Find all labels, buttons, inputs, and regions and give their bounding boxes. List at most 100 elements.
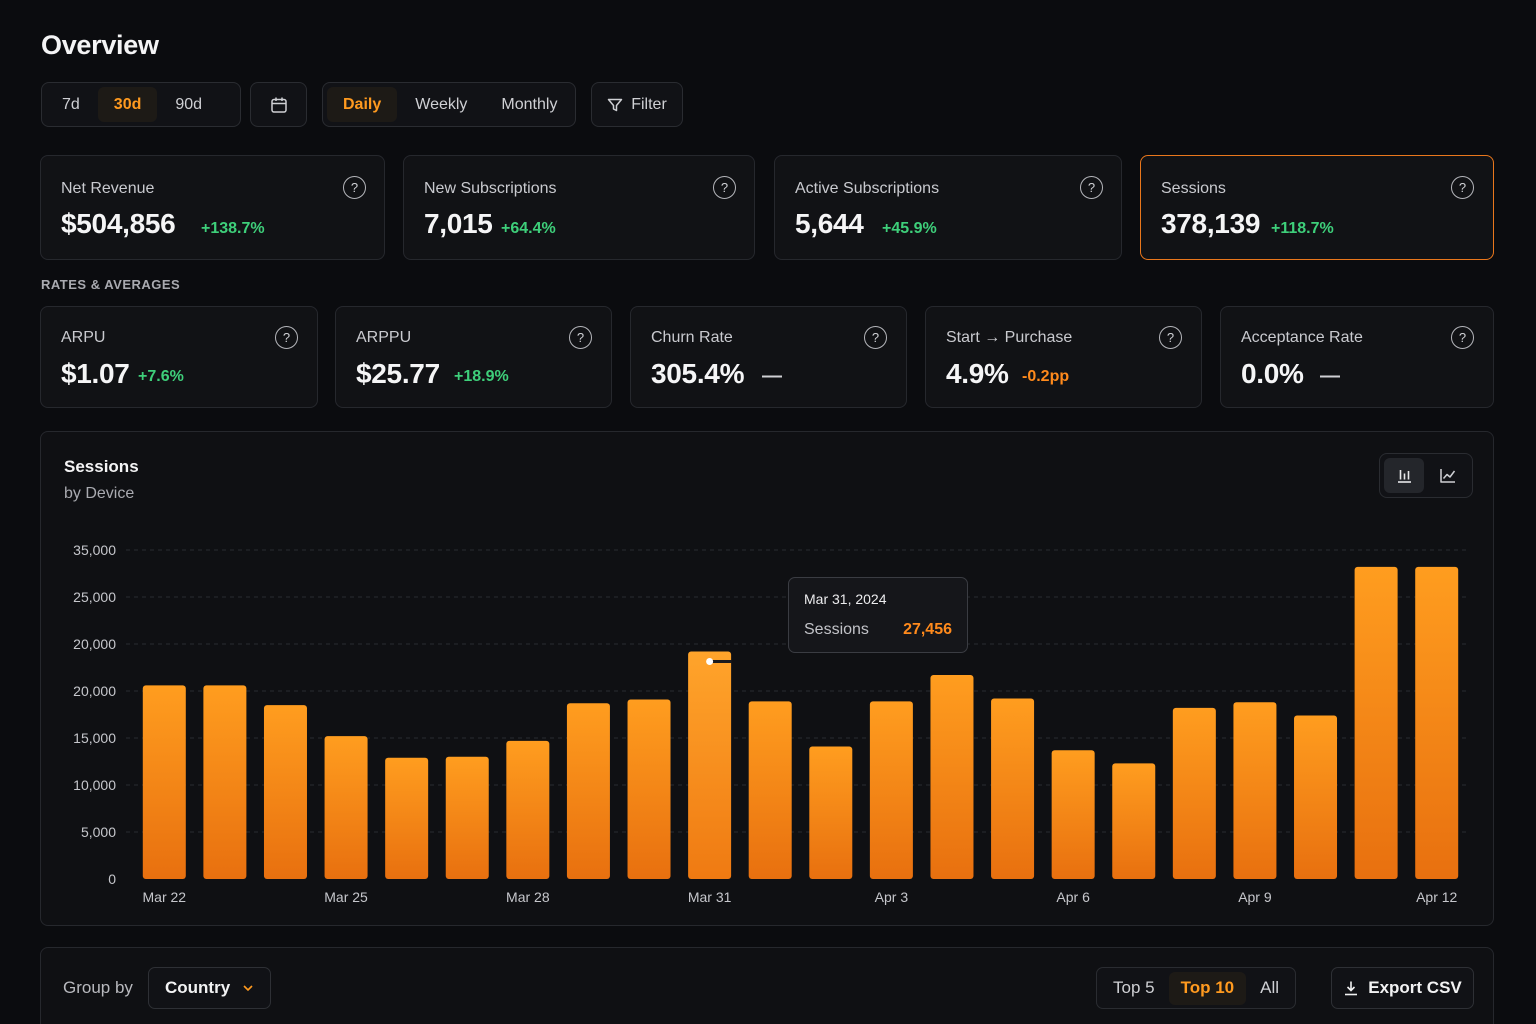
- page-title: Overview: [41, 30, 159, 60]
- top-10-button[interactable]: Top 10: [1168, 971, 1247, 1005]
- x-tick-label: Apr 12: [1416, 889, 1457, 905]
- rate-label: ARPPU: [356, 329, 412, 346]
- group-by-value: Country: [165, 978, 231, 997]
- chart-bar[interactable]: [930, 675, 974, 879]
- metric-value: 378,139: [1161, 208, 1261, 239]
- chart-bar[interactable]: [1354, 566, 1398, 879]
- chevron-down-icon: [243, 985, 253, 992]
- rate-card-acceptance-rate[interactable]: Acceptance Rate ? 0.0% —: [1220, 306, 1494, 408]
- rate-value: 305.4%: [651, 358, 745, 389]
- metric-delta: +118.7%: [1271, 220, 1334, 237]
- help-icon[interactable]: ?: [713, 176, 736, 199]
- metric-card-active-subscriptions[interactable]: Active Subscriptions ? 5,644 +45.9%: [774, 155, 1122, 260]
- chart-bar[interactable]: [324, 736, 368, 879]
- chart-bar[interactable]: [263, 705, 307, 879]
- help-icon[interactable]: ?: [1080, 176, 1103, 199]
- rate-label: ARPU: [61, 329, 106, 346]
- chart-bar[interactable]: [445, 756, 489, 879]
- help-icon[interactable]: ?: [343, 176, 366, 199]
- group-by-dropdown[interactable]: Country: [148, 967, 271, 1009]
- chart-bar[interactable]: [1233, 702, 1277, 879]
- chart-tooltip: Mar 31, 2024 Sessions 27,456: [788, 577, 968, 653]
- breakdown-panel: Group by Country Top 5 Top 10 All Export…: [40, 947, 1494, 1024]
- metric-card-sessions[interactable]: Sessions ? 378,139 +118.7%: [1140, 155, 1494, 260]
- chart-bar[interactable]: [1415, 566, 1459, 879]
- chart-bar[interactable]: [203, 685, 247, 879]
- tooltip-date: Mar 31, 2024: [804, 591, 887, 607]
- rate-card-arppu[interactable]: ARPPU ? $25.77 +18.9%: [335, 306, 612, 408]
- chart-bar[interactable]: [142, 685, 186, 879]
- y-tick-label: 20,000: [73, 683, 116, 699]
- y-tick-label: 20,000: [73, 636, 116, 652]
- tooltip-series-name: Sessions: [804, 621, 869, 638]
- rate-value: 4.9%: [946, 358, 1009, 389]
- rate-label: Acceptance Rate: [1241, 329, 1363, 346]
- highlight-point: [706, 658, 714, 666]
- chart-bar[interactable]: [627, 699, 671, 879]
- calendar-button[interactable]: [250, 82, 307, 127]
- y-tick-label: 25,000: [73, 589, 116, 605]
- y-tick-label: 5,000: [81, 824, 116, 840]
- bar-chart-icon: [1397, 470, 1411, 483]
- export-csv-button[interactable]: Export CSV: [1331, 967, 1474, 1009]
- granularity-daily-button[interactable]: Daily: [327, 87, 398, 122]
- y-tick-label: 35,000: [73, 542, 116, 558]
- metric-card-new-subscriptions[interactable]: New Subscriptions ? 7,015 +64.4%: [403, 155, 755, 260]
- help-icon[interactable]: ?: [1451, 176, 1474, 199]
- rate-value: $25.77: [356, 358, 440, 389]
- metric-delta: +45.9%: [882, 220, 937, 237]
- help-icon[interactable]: ?: [275, 326, 298, 349]
- metric-label: Sessions: [1161, 180, 1226, 197]
- filter-icon: [607, 98, 623, 111]
- download-icon: [1345, 981, 1358, 996]
- x-tick-label: Apr 9: [1238, 889, 1272, 905]
- chart-bar[interactable]: [688, 651, 732, 879]
- line-chart-icon: [1440, 469, 1456, 483]
- chart-bar[interactable]: [1051, 750, 1095, 879]
- chart-bar[interactable]: [991, 698, 1035, 879]
- line-chart-toggle[interactable]: [1428, 458, 1468, 493]
- chart-bar[interactable]: [748, 701, 792, 879]
- metric-value: $504,856: [61, 208, 176, 239]
- rate-card-arpu[interactable]: ARPU ? $1.07 +7.6%: [40, 306, 318, 408]
- granularity-weekly-button[interactable]: Weekly: [415, 95, 468, 113]
- help-icon[interactable]: ?: [1159, 326, 1182, 349]
- rate-delta: +7.6%: [138, 368, 184, 385]
- x-tick-label: Apr 3: [875, 889, 909, 905]
- chart-bar[interactable]: [566, 703, 610, 879]
- top-5-button[interactable]: Top 5: [1113, 978, 1155, 997]
- chart-bar[interactable]: [1172, 707, 1216, 879]
- help-icon[interactable]: ?: [864, 326, 887, 349]
- chart-bar[interactable]: [506, 740, 550, 879]
- metric-value: 5,644: [795, 208, 864, 239]
- filter-button[interactable]: Filter: [591, 82, 683, 127]
- sessions-chart-panel: Sessions by Device: [40, 431, 1494, 926]
- metric-card-net-revenue[interactable]: Net Revenue ? $504,856 +138.7%: [40, 155, 385, 260]
- chart-bar[interactable]: [809, 746, 853, 879]
- chart-bar[interactable]: [1294, 715, 1338, 879]
- y-tick-label: 15,000: [73, 730, 116, 746]
- range-7d-button[interactable]: 7d: [62, 95, 80, 113]
- range-selector: 7d 30d 90d: [41, 82, 241, 127]
- rate-card-start-purchase[interactable]: Start → Purchase ? 4.9% -0.2pp: [925, 306, 1202, 408]
- tooltip-value: 27,456: [903, 621, 952, 638]
- chart-bar[interactable]: [385, 757, 429, 879]
- granularity-monthly-button[interactable]: Monthly: [501, 95, 558, 113]
- chart-title: Sessions: [64, 457, 139, 476]
- help-icon[interactable]: ?: [569, 326, 592, 349]
- rate-delta: —: [1320, 365, 1340, 387]
- metric-label: Net Revenue: [61, 180, 155, 197]
- x-tick-label: Apr 6: [1056, 889, 1090, 905]
- top-all-button[interactable]: All: [1260, 978, 1280, 997]
- chart-bar[interactable]: [869, 701, 913, 879]
- range-90d-button[interactable]: 90d: [175, 95, 203, 113]
- rate-label: Start → Purchase: [946, 329, 1073, 346]
- chart-bar[interactable]: [1112, 763, 1156, 879]
- range-30d-button[interactable]: 30d: [97, 87, 158, 122]
- help-icon[interactable]: ?: [1451, 326, 1474, 349]
- top-n-selector: Top 5 Top 10 All: [1096, 967, 1297, 1009]
- y-tick-label: 0: [108, 871, 116, 887]
- rate-value: $1.07: [61, 358, 130, 389]
- bar-chart-toggle[interactable]: [1384, 458, 1424, 493]
- rate-card-churn-rate[interactable]: Churn Rate ? 305.4% —: [630, 306, 907, 408]
